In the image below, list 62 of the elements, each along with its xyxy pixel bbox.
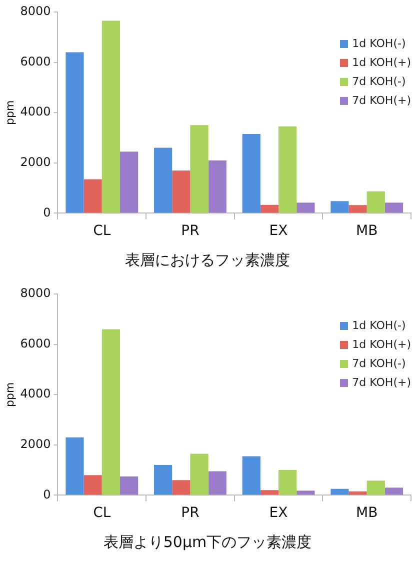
- legend-label: 7d KOH(-): [352, 75, 406, 88]
- y-axis-title: ppm: [3, 382, 16, 407]
- text: 表層におけるフッ素濃度: [125, 250, 290, 269]
- y-tick-label: 4000: [20, 104, 51, 119]
- legend-label: 1d KOH(+): [352, 338, 411, 351]
- x-tick-label: EX: [269, 505, 288, 522]
- bar: [296, 202, 315, 213]
- bar: [102, 329, 120, 495]
- y-tick-label: 0: [43, 487, 51, 502]
- y-axis-title: ppm: [3, 100, 16, 125]
- bar: [208, 160, 226, 213]
- legend-label: 7d KOH(+): [352, 94, 411, 107]
- legend-label: 1d KOH(+): [352, 56, 411, 69]
- y-tick-label: 0: [43, 205, 51, 220]
- legend-label: 1d KOH(-): [352, 37, 406, 50]
- x-tick-label: CL: [93, 223, 111, 240]
- bar: [384, 202, 404, 213]
- bar: [190, 454, 208, 495]
- y-tick-label: 8000: [20, 286, 51, 300]
- x-tick-label: MB: [356, 223, 378, 240]
- bar: [154, 465, 172, 495]
- bar: [84, 179, 102, 213]
- bar: [190, 125, 208, 213]
- bar: [330, 488, 349, 495]
- bar: [348, 491, 367, 495]
- x-tick-label: CL: [93, 505, 111, 522]
- y-tick-label: 6000: [20, 336, 51, 350]
- bar: [120, 476, 138, 495]
- y-tick-label: 6000: [20, 54, 51, 68]
- bar: [242, 456, 260, 495]
- y-tick-label: 2000: [20, 437, 51, 452]
- y-tick-label: 8000: [20, 4, 51, 18]
- bar: [154, 148, 172, 213]
- bar: [208, 471, 226, 495]
- bar: [330, 201, 349, 213]
- bar: [278, 126, 297, 213]
- bar: [84, 475, 102, 495]
- x-tick-label: EX: [269, 223, 288, 240]
- bar: [172, 170, 190, 213]
- bar: [260, 490, 279, 495]
- x-tick-label: PR: [181, 223, 200, 240]
- x-tick-label: MB: [356, 505, 378, 522]
- bar: [278, 470, 297, 495]
- y-tick-label: 2000: [20, 155, 51, 170]
- bar: [296, 490, 315, 495]
- bar: [120, 152, 138, 213]
- bar: [366, 480, 385, 495]
- bar: [260, 204, 279, 213]
- bar: [66, 52, 84, 213]
- bar: [102, 20, 120, 213]
- bar: [66, 437, 84, 495]
- legend-label: 1d KOH(-): [352, 319, 406, 332]
- bar: [242, 134, 260, 213]
- bar: [384, 488, 404, 495]
- text: 表層より50μm下のフッ素濃度: [103, 532, 312, 551]
- bar: [366, 191, 385, 213]
- bar: [172, 480, 190, 495]
- x-tick-label: PR: [181, 505, 200, 522]
- y-tick-label: 4000: [20, 386, 51, 401]
- legend-label: 7d KOH(-): [352, 357, 406, 370]
- bar: [348, 205, 367, 213]
- legend-label: 7d KOH(+): [352, 376, 411, 389]
